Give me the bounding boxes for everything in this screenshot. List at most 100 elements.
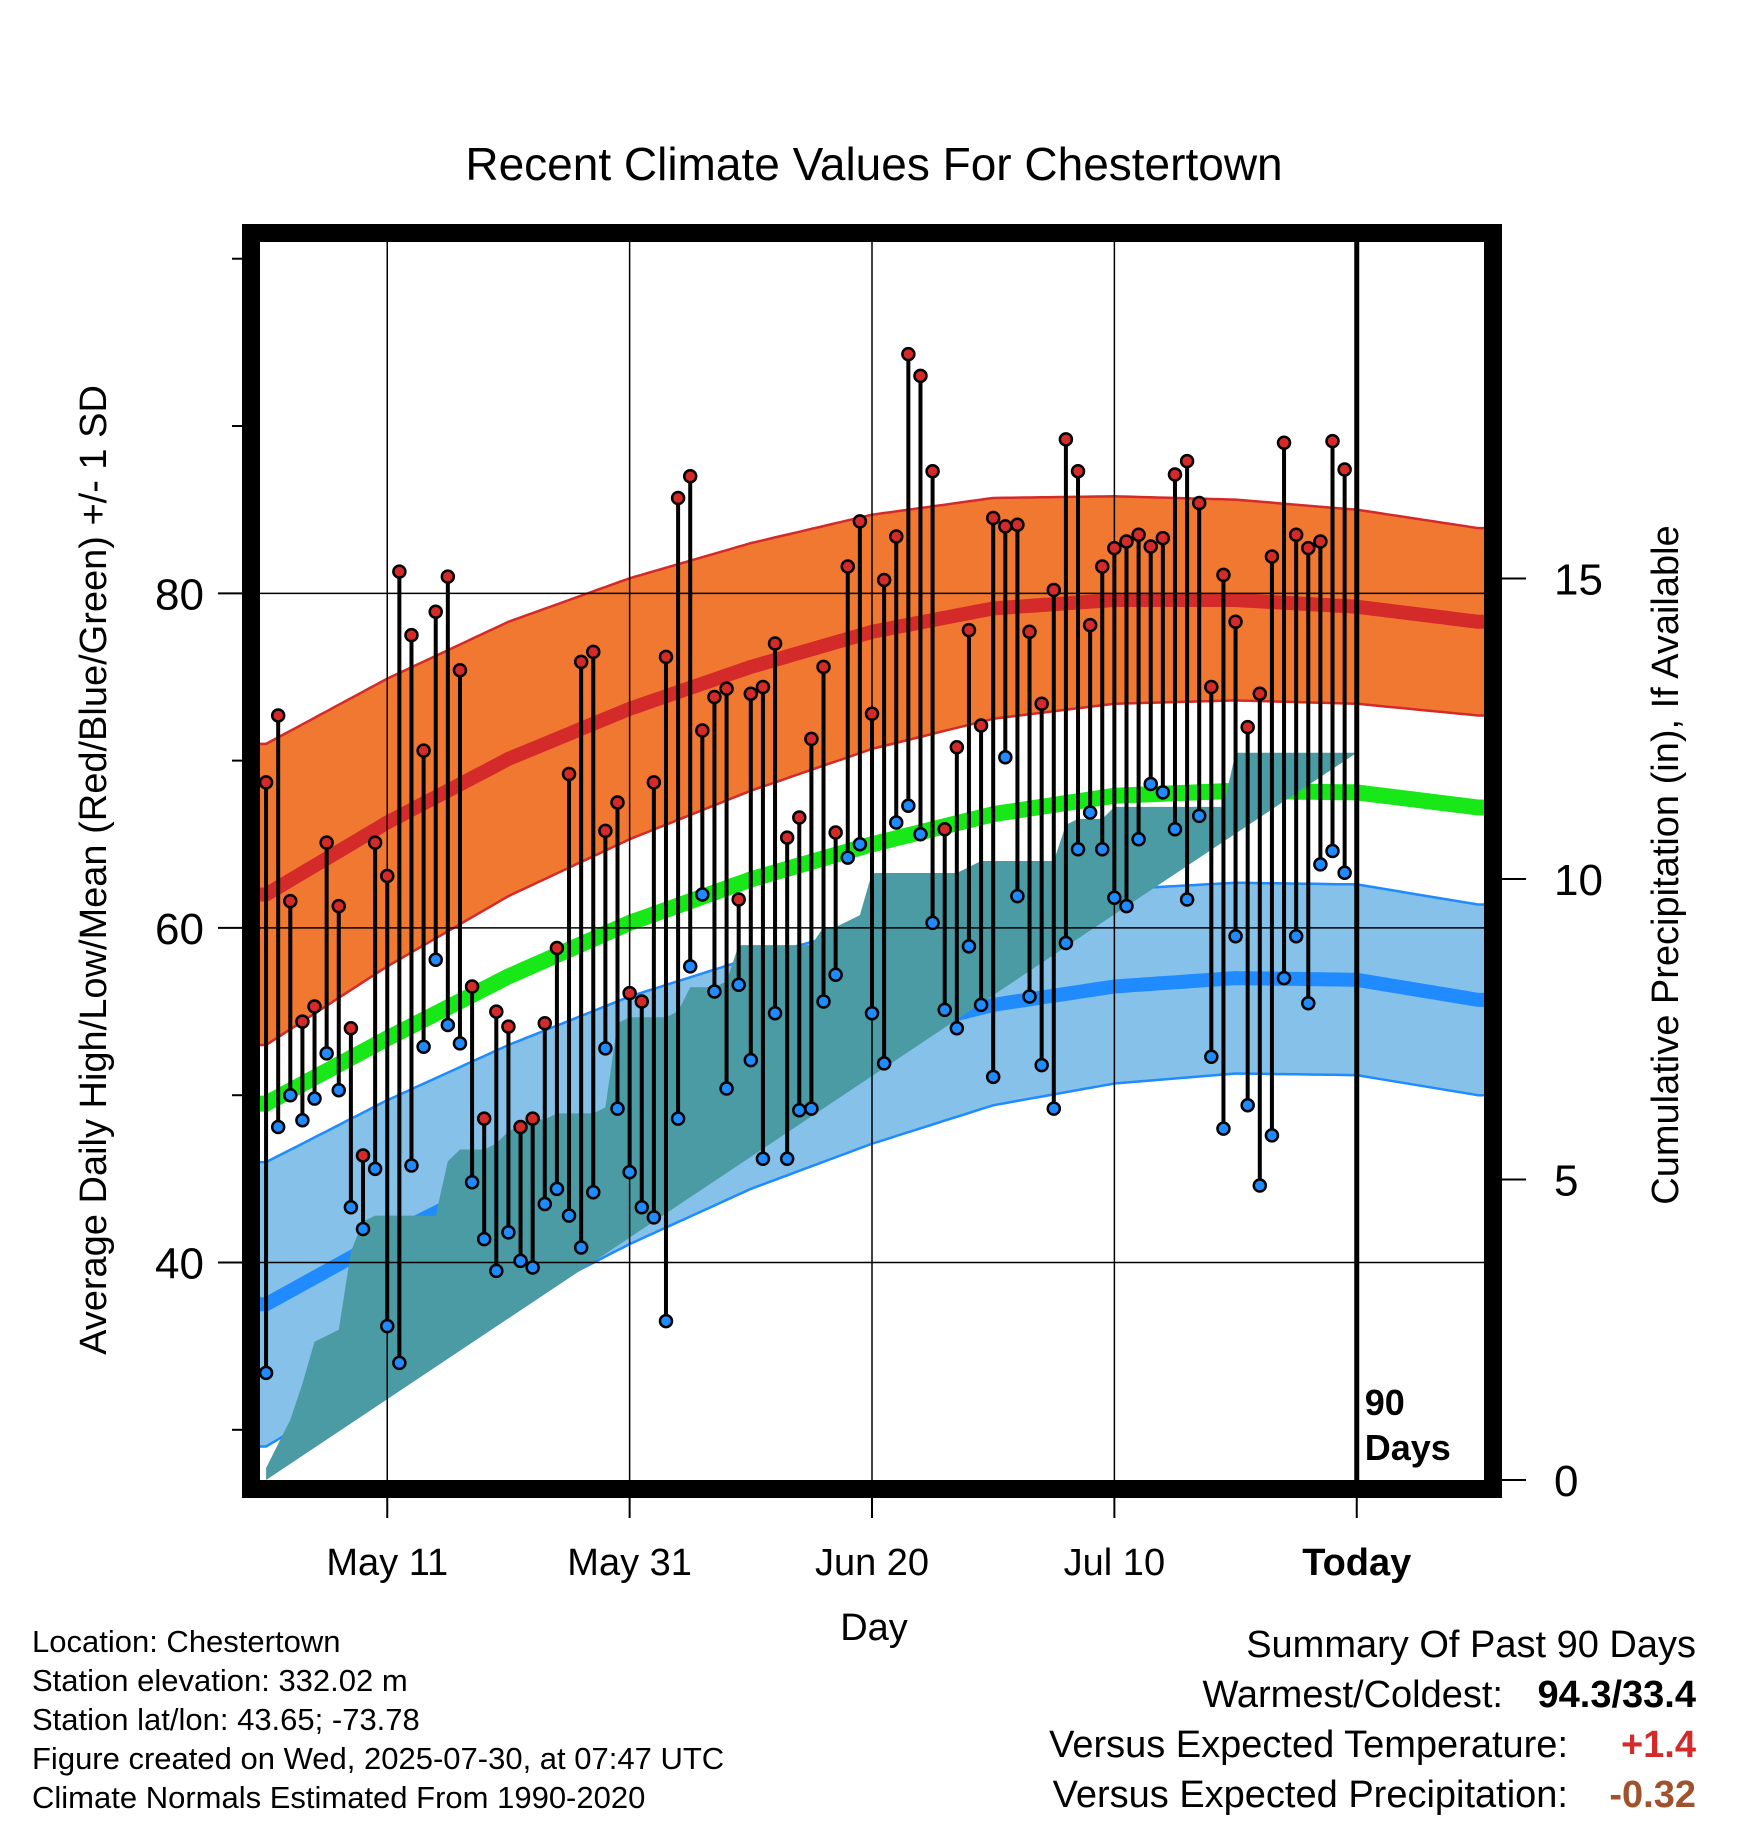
daily-low-point (913, 826, 928, 842)
daily-high-point (392, 564, 407, 579)
x-tick-label: Jul 10 (1064, 1542, 1165, 1584)
precip-area (266, 752, 1357, 1480)
daily-high-point (452, 663, 468, 678)
x-tick-label: Jun 20 (815, 1542, 929, 1584)
daily-low-point (1022, 989, 1037, 1004)
warm-cold-row: Warmest/Coldest: 94.3/33.4 (1049, 1670, 1696, 1720)
daily-low-point (319, 1046, 334, 1061)
y2-tick-label: 15 (1554, 556, 1603, 605)
daily-high-point (343, 1021, 359, 1036)
daily-low-point (295, 1113, 310, 1128)
daily-low-point (283, 1087, 298, 1103)
daily-high-point (876, 572, 892, 588)
daily-high-point (998, 519, 1013, 534)
daily-high-point (295, 1014, 310, 1029)
daily-high-point (1288, 527, 1304, 543)
today-days-label-1: 90 (1365, 1382, 1405, 1423)
daily-low-point (779, 1151, 795, 1167)
daily-high-point (707, 689, 722, 705)
daily-high-point (622, 985, 637, 1001)
daily-low-point (1095, 842, 1110, 857)
daily-high-point (367, 835, 383, 850)
daily-low-point (1337, 865, 1352, 880)
daily-high-point (610, 795, 625, 810)
daily-low-point (1058, 935, 1074, 951)
daily-low-point (1046, 1101, 1062, 1116)
created-text: Figure created on Wed, 2025-07-30, at 07… (32, 1741, 725, 1776)
daily-high-point (1010, 517, 1025, 532)
normals-text: Climate Normals Estimated From 1990-2020 (32, 1780, 646, 1815)
daily-low-point (1301, 995, 1316, 1011)
y2-tick-label: 5 (1554, 1157, 1578, 1206)
daily-low-point (707, 984, 722, 999)
daily-high-point (464, 979, 480, 994)
y2-tick-label: 0 (1554, 1457, 1578, 1506)
daily-low-point (537, 1196, 553, 1212)
daily-high-point (1228, 614, 1243, 630)
daily-high-point (440, 569, 456, 584)
daily-high-point (307, 999, 322, 1014)
daily-low-point (985, 1069, 1001, 1085)
daily-low-point (1179, 892, 1195, 907)
daily-high-point (1046, 582, 1062, 598)
daily-low-point (440, 1017, 456, 1033)
summary-heading: Summary Of Past 90 Days (1246, 1624, 1696, 1666)
y-tick-label: 80 (155, 570, 204, 619)
daily-high-point (743, 686, 759, 701)
daily-high-point (416, 743, 431, 758)
daily-high-point (1276, 435, 1292, 451)
daily-low-point (1155, 785, 1171, 800)
daily-high-point (864, 706, 880, 722)
daily-low-point (804, 1101, 819, 1116)
daily-low-point (925, 915, 940, 931)
daily-low-point (1276, 970, 1292, 986)
daily-high-point (549, 940, 565, 956)
daily-high-point (260, 775, 274, 790)
daily-high-point (828, 825, 843, 840)
daily-high-point (1095, 559, 1110, 574)
daily-high-point (283, 893, 298, 909)
daily-low-point (670, 1111, 686, 1126)
daily-low-point (367, 1161, 383, 1177)
daily-low-point (998, 750, 1013, 765)
daily-low-point (1191, 808, 1207, 824)
latlon-text: Station lat/lon: 43.65; -73.78 (32, 1702, 420, 1737)
daily-low-point (937, 1002, 952, 1018)
daily-low-point (561, 1208, 577, 1223)
daily-high-point (561, 766, 577, 782)
x-tick-label: Today (1302, 1542, 1411, 1584)
daily-low-point (1264, 1128, 1280, 1143)
daily-low-point (404, 1158, 419, 1173)
daily-high-point (501, 1019, 516, 1034)
x-axis-label: Day (840, 1607, 908, 1649)
daily-low-point (1107, 890, 1122, 906)
plot-frame (242, 224, 1502, 1498)
daily-high-point (1107, 540, 1122, 556)
y2-tick-label: 10 (1554, 856, 1603, 905)
daily-high-point (1337, 462, 1352, 477)
daily-low-point (610, 1101, 625, 1116)
elevation-text: Station elevation: 332.02 m (32, 1663, 408, 1698)
daily-high-point (573, 654, 589, 670)
daily-low-point (1082, 805, 1098, 820)
daily-high-point (888, 529, 904, 544)
daily-low-point (646, 1210, 662, 1225)
daily-low-point (260, 1365, 274, 1381)
daily-high-point (634, 994, 649, 1009)
daily-low-point (307, 1091, 322, 1106)
y-axis-label: Average Daily High/Low/Mean (Red/Blue/Gr… (73, 385, 115, 1355)
daily-low-point (525, 1260, 540, 1275)
daily-high-point (1070, 463, 1086, 479)
daily-low-point (1313, 857, 1328, 872)
daily-high-point (901, 346, 916, 362)
temp-row: Versus Expected Temperature: +1.4 (1049, 1720, 1696, 1770)
daily-low-point (1034, 1057, 1049, 1073)
daily-low-point (792, 1103, 807, 1118)
daily-low-point (973, 997, 989, 1013)
temp-value: +1.4 (1620, 1724, 1696, 1766)
daily-high-point (537, 1016, 553, 1031)
daily-high-point (695, 723, 710, 738)
daily-low-point (1143, 776, 1158, 792)
